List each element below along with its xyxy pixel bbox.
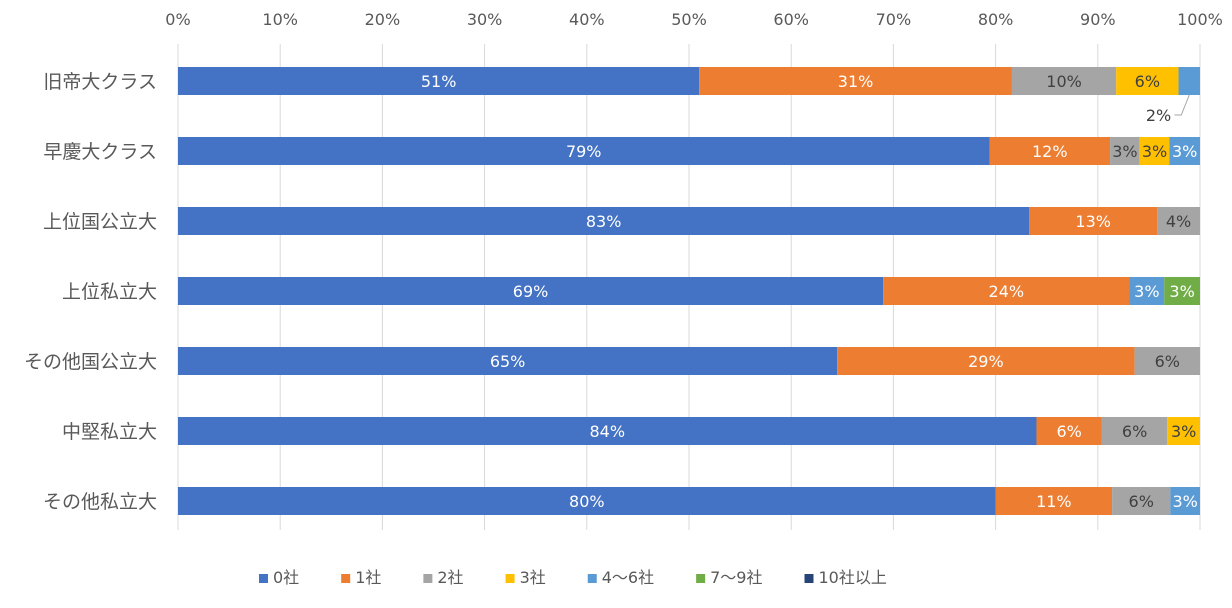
data-label: 6%: [1155, 352, 1180, 371]
bar-segment: [1157, 207, 1200, 235]
bar-segment: [178, 487, 996, 515]
legend-entry: 7〜9社: [710, 568, 762, 587]
legend-swatch: [696, 574, 706, 583]
data-label: 80%: [569, 492, 605, 511]
bar-segment: [178, 137, 990, 165]
data-label: 3%: [1112, 142, 1137, 161]
bar-segment: [178, 347, 838, 375]
data-label: 69%: [513, 282, 549, 301]
legend-entry: 0社: [273, 568, 299, 587]
data-label: 3%: [1142, 142, 1167, 161]
legend-swatch: [259, 574, 268, 583]
data-label: 65%: [490, 352, 526, 371]
bar-segment: [883, 277, 1130, 305]
data-label: 51%: [421, 72, 457, 91]
x-tick-label: 90%: [1080, 10, 1116, 29]
data-label: 11%: [1036, 492, 1072, 511]
legend-entry: 10社以上: [819, 568, 887, 587]
legend-swatch: [804, 574, 814, 583]
legend-swatch: [423, 574, 433, 583]
data-label: 6%: [1122, 422, 1147, 441]
data-label: 10%: [1046, 72, 1082, 91]
data-label: 24%: [989, 282, 1025, 301]
category-label: 中堅私立大: [62, 421, 157, 443]
bar-segment: [178, 417, 1037, 445]
category-label: その他私立大: [43, 491, 157, 513]
bar-segment: [1139, 137, 1170, 165]
bar-segment: [699, 67, 1012, 95]
legend-swatch: [505, 574, 515, 583]
x-tick-label: 50%: [671, 10, 707, 29]
bar-segment: [1129, 277, 1165, 305]
legend-entry: 1社: [355, 568, 381, 587]
bar-segment: [1116, 67, 1179, 95]
bar-segment: [1110, 137, 1140, 165]
x-tick-label: 60%: [773, 10, 809, 29]
x-tick-label: 0%: [165, 10, 190, 29]
data-label: 12%: [1032, 142, 1068, 161]
data-label: 6%: [1056, 422, 1081, 441]
x-tick-label: 100%: [1177, 10, 1223, 29]
x-tick-label: 20%: [365, 10, 401, 29]
category-label: 上位国公立大: [43, 211, 157, 233]
bar-segment: [1112, 487, 1171, 515]
data-label: 83%: [586, 212, 622, 231]
data-label: 3%: [1169, 282, 1194, 301]
bar-segment: [1169, 137, 1200, 165]
legend-swatch: [587, 574, 597, 583]
bar-segment: [1170, 487, 1200, 515]
bar-segment: [178, 207, 1030, 235]
bar-segment: [1101, 417, 1168, 445]
data-label: 6%: [1129, 492, 1154, 511]
category-label: 上位私立大: [62, 281, 157, 303]
data-label: 3%: [1172, 142, 1197, 161]
data-label: 3%: [1171, 422, 1196, 441]
legend-entry: 2社: [437, 568, 463, 587]
category-label: 早慶大クラス: [43, 141, 157, 163]
bars: 51% 31% 10% 6% 2% 79% 12% 3% 3% 3% 83% 13% 4% 69% 24% 3…: [178, 67, 1200, 515]
data-label: 3%: [1134, 282, 1159, 301]
legend-entry: 4〜6社: [602, 568, 654, 587]
bar-segment: [1011, 67, 1117, 95]
data-label: 3%: [1172, 492, 1197, 511]
data-label: 13%: [1075, 212, 1111, 231]
bar-segment: [989, 137, 1111, 165]
x-axis-tick-labels: 0% 10% 20% 30% 40% 50% 60% 70% 80% 90% 100%: [165, 10, 1223, 29]
data-label: 4%: [1166, 212, 1191, 231]
bar-segment: [1164, 277, 1200, 305]
legend-entry: 3社: [520, 568, 546, 587]
bar-segment: [178, 67, 700, 95]
bar-segment: [1029, 207, 1158, 235]
bar-segment: [995, 487, 1113, 515]
data-label: 84%: [589, 422, 625, 441]
x-tick-label: 40%: [569, 10, 605, 29]
data-label: 29%: [968, 352, 1004, 371]
bar-segment: [837, 347, 1135, 375]
x-tick-label: 70%: [876, 10, 912, 29]
legend-swatch: [341, 574, 351, 583]
bar-segment: [1167, 417, 1200, 445]
data-label: 6%: [1135, 72, 1160, 91]
data-label: 31%: [838, 72, 874, 91]
category-labels: 旧帝大クラス早慶大クラス上位国公立大上位私立大その他国公立大中堅私立大その他私立…: [24, 71, 157, 513]
data-label: 2%: [1146, 106, 1171, 125]
bar-segment: [1178, 67, 1200, 95]
bar-segment: [178, 277, 884, 305]
bar-segment: [1036, 417, 1102, 445]
legend: 0社 1社 2社 3社 4〜6社 7〜9社 10社以上: [259, 568, 887, 587]
x-tick-label: 10%: [262, 10, 298, 29]
data-label-leader: [1174, 94, 1190, 116]
x-tick-label: 80%: [978, 10, 1014, 29]
category-label: その他国公立大: [24, 351, 157, 373]
data-label: 79%: [566, 142, 602, 161]
x-tick-label: 30%: [467, 10, 503, 29]
bar-segment: [1134, 347, 1200, 375]
category-label: 旧帝大クラス: [43, 71, 157, 93]
